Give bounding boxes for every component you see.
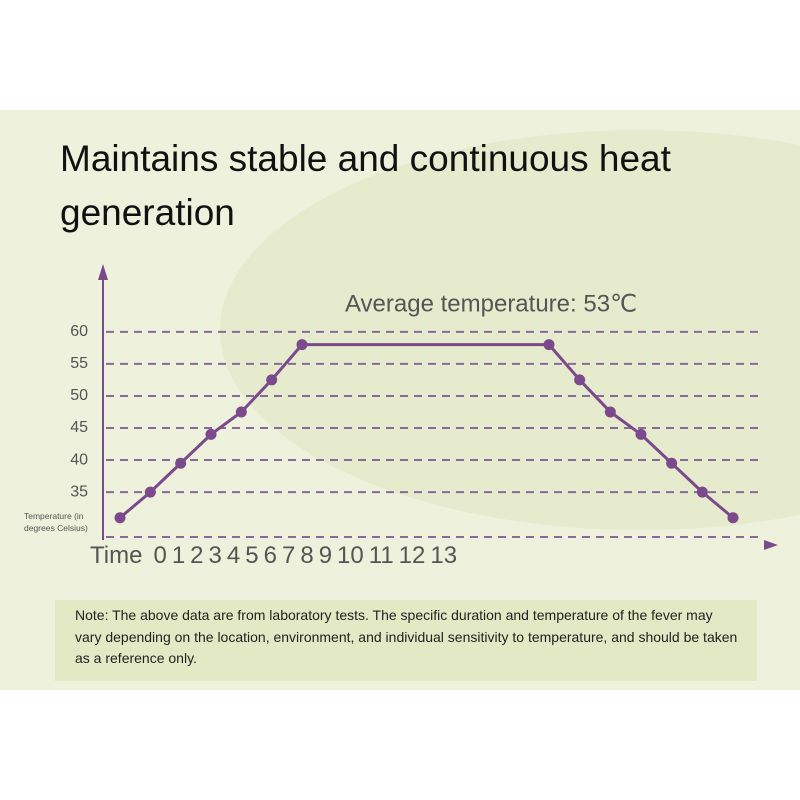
data-point <box>543 339 555 351</box>
y-tick-label: 60 <box>70 323 88 340</box>
data-point <box>574 374 586 386</box>
x-axis: Time 0 1 2 3 4 5 6 7 8 9 10 11 12 13 <box>90 542 457 570</box>
data-point <box>114 512 126 524</box>
y-tick-label: 50 <box>70 387 88 404</box>
y-arrow <box>98 264 108 280</box>
chart-title: Maintains stable and continuous heat gen… <box>60 138 671 233</box>
x-tick-label: 4 <box>226 542 241 569</box>
x-tick-label: 10 <box>337 542 364 569</box>
data-point <box>235 406 247 418</box>
y-axis-label: Temperature (in degrees Celsius) <box>24 511 88 533</box>
data-point <box>266 374 278 386</box>
data-point <box>727 512 739 524</box>
x-tick-label: 5 <box>245 542 259 569</box>
x-arrow <box>764 540 778 550</box>
x-tick-label: 6 <box>263 542 277 569</box>
x-tick-label: 7 <box>281 542 296 569</box>
x-tick-label: 2 <box>190 542 204 569</box>
data-point <box>666 457 678 469</box>
y-tick-label: 35 <box>70 483 88 500</box>
x-tick-label: 11 <box>368 542 394 569</box>
data-point <box>696 486 708 498</box>
x-tick-label: 1 <box>171 542 186 569</box>
data-point <box>205 428 217 440</box>
x-tick-label: 12 <box>398 542 426 569</box>
x-tick-label: 3 <box>208 542 222 569</box>
x-tick-label: 8 <box>300 542 314 569</box>
y-tick-label: 55 <box>70 355 88 372</box>
data-point <box>175 457 187 469</box>
x-tick-label: 13 <box>430 542 458 569</box>
y-tick-label: 40 <box>70 451 88 468</box>
decor <box>220 130 800 530</box>
x-axis-label: Time <box>90 542 143 569</box>
annotation: Average temperature: 53℃ <box>345 290 637 317</box>
y-tick-label: 45 <box>70 419 88 436</box>
x-tick-label: 9 <box>318 542 333 569</box>
data-point <box>604 406 616 418</box>
x-tick-label: 0 <box>153 542 167 569</box>
data-point <box>144 486 156 498</box>
note: Note: The above data are from laboratory… <box>55 600 757 681</box>
data-point <box>635 428 647 440</box>
data-line <box>119 343 734 519</box>
data-point <box>296 339 308 351</box>
